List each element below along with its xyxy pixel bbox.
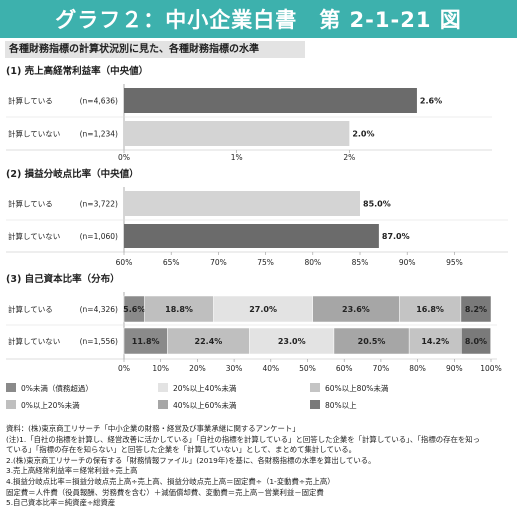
data-label: 85.0%	[363, 200, 391, 209]
stacked-segment	[460, 295, 492, 323]
stacked-segment	[399, 295, 462, 323]
x-tick-label: 70%	[373, 364, 390, 373]
legend-label: 20%以上40%未満	[173, 383, 237, 393]
legend-swatch	[310, 383, 320, 392]
bar	[124, 88, 417, 113]
segment-label: 8.2%	[465, 305, 487, 314]
segment-label: 8.0%	[465, 337, 487, 346]
segment-label: 27.0%	[249, 305, 277, 314]
legend-swatch	[310, 400, 320, 409]
note-line-5: 5.自己資本比率＝純資産÷総資産	[6, 498, 116, 508]
panel-title: (3) 自己資本比率（分布）	[6, 273, 120, 285]
stacked-segment	[312, 295, 400, 323]
segment-label: 14.2%	[421, 337, 449, 346]
stacked-segment	[144, 295, 214, 323]
legend-label: 0%以上20%未満	[21, 400, 80, 410]
legend-swatch	[6, 400, 16, 409]
category-label: 計算している	[8, 96, 53, 106]
legend-swatch	[158, 383, 168, 392]
count-label: (n=4,636)	[80, 97, 118, 106]
count-label: (n=1,060)	[80, 232, 118, 241]
count-label: (n=1,556)	[80, 337, 118, 346]
note-line-2: 2.(株)東京商工リサーチの保有する「財務情報ファイル」(2019年)を基に、各…	[6, 455, 376, 465]
segment-label: 23.0%	[278, 337, 306, 346]
bar	[124, 121, 350, 146]
segment-label: 22.4%	[195, 337, 223, 346]
x-tick-label: 90%	[446, 364, 463, 373]
segment-label: 23.6%	[342, 305, 370, 314]
bar	[124, 191, 360, 216]
note-line-3: 3.売上高経常利益率＝経常利益÷売上高	[6, 466, 138, 476]
note-line-1a: (注)1.「自社の指標を計算し、経営改善に活かしている」「自社の指標を計算してい…	[6, 434, 481, 444]
x-tick-label: 80%	[409, 364, 426, 373]
x-tick-label: 1%	[231, 153, 243, 162]
note-line-1b: ている」「指標の存在を知らない」と回答した企業を「計算していない」として、まとめ…	[6, 445, 357, 455]
stacked-segment	[167, 327, 250, 355]
segment-label: 20.5%	[358, 337, 386, 346]
x-tick-label: 60%	[336, 364, 353, 373]
category-label: 計算していない	[8, 336, 60, 346]
data-label: 2.6%	[420, 97, 442, 106]
count-label: (n=3,722)	[80, 200, 118, 209]
x-tick-label: 50%	[299, 364, 316, 373]
segment-label: 18.8%	[165, 305, 193, 314]
stacked-segment	[213, 295, 313, 323]
x-tick-label: 0%	[118, 153, 130, 162]
bar	[124, 224, 379, 248]
legend-label: 60%以上80%未満	[325, 383, 389, 393]
note-line-source: 資料：(株)東京商工リサーチ「中小企業の財務・経営及び事業承継に関するアンケート…	[6, 424, 300, 433]
legend-label: 40%以上60%未満	[173, 400, 237, 410]
x-tick-label: 10%	[152, 364, 169, 373]
x-tick-label: 40%	[262, 364, 279, 373]
x-tick-label: 65%	[163, 258, 180, 267]
x-tick-label: 60%	[116, 258, 133, 267]
chart-banner-title: グラフ２：中小企業白書 第 2-1-21 図	[0, 0, 517, 38]
panel-title: (1) 売上高経常利益率（中央値）	[6, 65, 148, 77]
stacked-segment	[249, 327, 335, 355]
data-label: 2.0%	[352, 130, 374, 139]
category-label: 計算している	[8, 304, 53, 314]
category-label: 計算している	[8, 199, 53, 209]
x-tick-label: 75%	[257, 258, 274, 267]
legend-swatch	[158, 400, 168, 409]
panel-title: (2) 損益分岐点比率（中央値）	[6, 168, 139, 180]
data-label: 87.0%	[382, 232, 410, 241]
x-tick-label: 30%	[226, 364, 243, 373]
x-tick-label: 0%	[118, 364, 130, 373]
notes-block: 資料：(株)東京商工リサーチ「中小企業の財務・経営及び事業承継に関するアンケート…	[6, 424, 514, 509]
x-tick-label: 90%	[399, 258, 416, 267]
legend-label: 0%未満（債務超過）	[21, 383, 93, 393]
segment-label: 16.8%	[416, 305, 444, 314]
chart-area: (1) 売上高経常利益率（中央値） 計算している (n=4,636) 計算していない (…	[6, 65, 508, 410]
x-tick-label: 85%	[352, 258, 369, 267]
chart-subtitle: 各種財務指標の計算状況別に見た、各種財務指標の水準	[5, 41, 305, 58]
note-line-4a: 4.損益分岐点比率＝損益分岐点売上高÷売上高、損益分岐点売上高＝固定費÷（1-変…	[6, 476, 335, 486]
x-tick-label: 20%	[189, 364, 206, 373]
segment-label: 11.8%	[132, 337, 160, 346]
stacked-segment	[408, 327, 462, 355]
legend-label: 80%以上	[325, 401, 357, 410]
category-label: 計算していない	[8, 129, 60, 139]
legend-swatch	[6, 383, 16, 392]
x-tick-label: 100%	[480, 364, 501, 373]
note-line-4b: 固定費＝人件費（役員報酬、労務費を含む）＋減価償却費、変動費＝売上高－営業利益－…	[6, 487, 324, 497]
count-label: (n=4,326)	[80, 305, 118, 314]
x-tick-label: 70%	[210, 258, 227, 267]
stacked-segment	[333, 327, 410, 355]
x-tick-label: 80%	[304, 258, 321, 267]
stacked-segment	[461, 327, 491, 355]
category-label: 計算していない	[8, 231, 60, 241]
x-tick-label: 2%	[343, 153, 355, 162]
x-tick-label: 95%	[446, 258, 463, 267]
stacked-segment	[123, 327, 168, 355]
count-label: (n=1,234)	[80, 130, 118, 139]
segment-label: 5.6%	[123, 305, 145, 314]
